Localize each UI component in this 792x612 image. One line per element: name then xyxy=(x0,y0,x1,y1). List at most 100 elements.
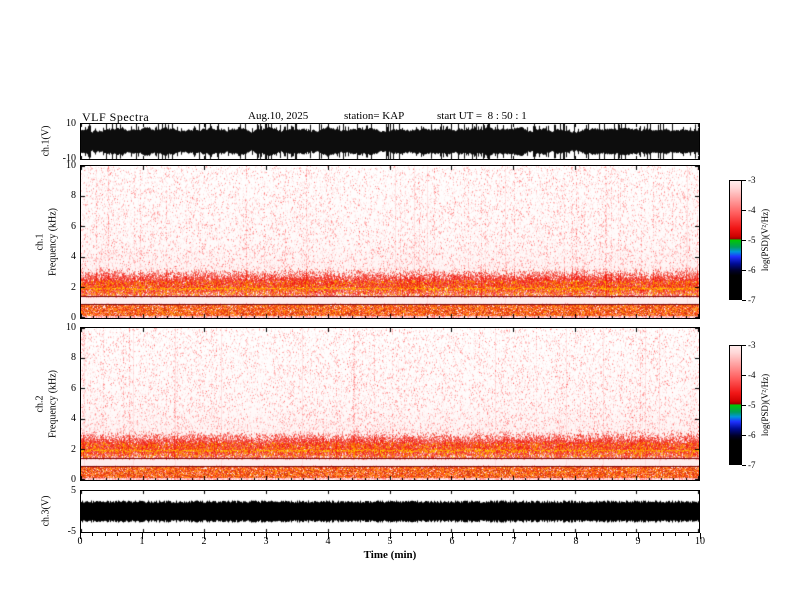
time-tick-mark xyxy=(464,533,466,536)
colorbar-tick-mark xyxy=(742,435,746,436)
ch2-spectrogram-panel xyxy=(80,327,700,481)
time-tick-label: 10 xyxy=(695,536,705,547)
time-tick-mark xyxy=(700,533,701,539)
ch2-spec-ytick-label: 4 xyxy=(71,413,76,425)
time-tick-mark xyxy=(563,533,565,536)
time-tick-mark xyxy=(204,533,205,539)
time-tick-mark xyxy=(129,533,131,536)
time-tick-mark xyxy=(514,533,515,539)
ch2-spec-ytick-label: 2 xyxy=(71,443,76,455)
time-tick-label: 2 xyxy=(201,536,207,547)
time-tick-mark xyxy=(489,533,491,536)
colorbar-tick-mark xyxy=(742,465,746,466)
time-tick-mark xyxy=(501,533,503,536)
time-tick-mark xyxy=(104,533,106,536)
time-tick-mark xyxy=(402,533,404,536)
ch1-spec-ytick-label: 4 xyxy=(71,251,76,263)
ch1-spec-frequency-label: Frequency (kHz) xyxy=(47,207,59,277)
time-tick-mark xyxy=(476,533,478,536)
colorbar-tick-mark xyxy=(742,270,746,271)
ch1-colorbar xyxy=(729,180,742,300)
time-tick-label: 1 xyxy=(139,536,145,547)
time-tick-mark xyxy=(278,533,280,536)
ch1-wave-ytick-label: 10 xyxy=(66,118,76,129)
time-tick-mark xyxy=(551,533,553,536)
time-tick-mark xyxy=(352,533,354,536)
time-tick-mark xyxy=(625,533,627,536)
ch1-spec-channel-label: ch.1 xyxy=(34,233,46,251)
colorbar-tick-label: -6 xyxy=(748,430,756,440)
time-tick-mark xyxy=(328,533,329,539)
colorbar-tick-label: -5 xyxy=(748,235,756,245)
time-tick-mark xyxy=(154,533,156,536)
time-tick-label: 3 xyxy=(263,536,269,547)
ch2-spec-ytick-label: 0 xyxy=(71,474,76,485)
time-tick-mark xyxy=(266,533,267,539)
time-tick-mark xyxy=(228,533,230,536)
ch1-spec-ytick-label: 0 xyxy=(71,312,76,323)
ch1-spectrogram-panel xyxy=(80,165,700,319)
time-tick-label: 7 xyxy=(511,536,517,547)
ch2-colorbar-label: log(PSD)(V²/Hz) xyxy=(760,373,770,437)
ch2-spec-ytick-label: 8 xyxy=(71,352,76,364)
ch2-spec-channel-label: ch.2 xyxy=(34,395,46,413)
time-tick-mark xyxy=(538,533,540,536)
ch1-spec-ytick-label: 8 xyxy=(71,190,76,202)
time-tick-label: 5 xyxy=(387,536,393,547)
ch2-spec-ytick-label: 6 xyxy=(71,382,76,394)
time-tick-mark xyxy=(340,533,342,536)
time-tick-label: 0 xyxy=(77,536,83,547)
ch1-colorbar-label: log(PSD)(V²/Hz) xyxy=(760,208,770,272)
colorbar-tick-mark xyxy=(742,375,746,376)
time-tick-mark xyxy=(675,533,677,536)
time-tick-mark xyxy=(452,533,453,539)
ch1-spec-ytick-label: 6 xyxy=(71,220,76,232)
colorbar-tick-mark xyxy=(742,240,746,241)
ch2-spec-ytick-label: 10 xyxy=(66,322,76,333)
ch2-spec-frequency-label: Frequency (kHz) xyxy=(47,369,59,439)
time-tick-mark xyxy=(216,533,218,536)
colorbar-tick-label: -4 xyxy=(748,370,756,380)
time-tick-mark xyxy=(600,533,602,536)
colorbar-tick-label: -7 xyxy=(748,295,756,305)
colorbar-tick-label: -6 xyxy=(748,265,756,275)
time-tick-mark xyxy=(650,533,652,536)
time-tick-mark xyxy=(191,533,193,536)
time-tick-mark xyxy=(414,533,416,536)
ch1-spec-ytick-label: 2 xyxy=(71,281,76,293)
colorbar-tick-mark xyxy=(742,300,746,301)
figure-title: VLF Spectra xyxy=(82,110,150,124)
colorbar-tick-label: -3 xyxy=(748,175,756,185)
colorbar-tick-mark xyxy=(742,210,746,211)
time-tick-label: 8 xyxy=(573,536,579,547)
time-tick-mark xyxy=(662,533,664,536)
colorbar-tick-mark xyxy=(742,405,746,406)
time-tick-mark xyxy=(92,533,94,536)
ch1-spectrogram-canvas xyxy=(81,166,699,318)
station-label: station= KAP xyxy=(344,110,405,122)
ch1-waveform-canvas xyxy=(81,124,699,159)
time-tick-mark xyxy=(439,533,441,536)
time-tick-mark xyxy=(166,533,168,536)
time-tick-mark xyxy=(179,533,181,536)
colorbar-tick-label: -7 xyxy=(748,460,756,470)
time-tick-mark xyxy=(638,533,639,539)
time-tick-mark xyxy=(526,533,528,536)
colorbar-tick-label: -3 xyxy=(748,340,756,350)
start-ut-label: start UT = 8 : 50 : 1 xyxy=(437,110,527,122)
time-tick-mark xyxy=(241,533,243,536)
time-tick-label: 4 xyxy=(325,536,331,547)
time-tick-mark xyxy=(427,533,429,536)
ch3-wave-ytick-label: 5 xyxy=(71,485,76,496)
time-axis-label: Time (min) xyxy=(363,549,417,561)
ch3-wave-ylabel: ch.3(V) xyxy=(40,495,52,527)
time-tick-mark xyxy=(576,533,577,539)
ch2-spectrogram-canvas xyxy=(81,328,699,480)
ch3-wave-ytick-label: -5 xyxy=(67,526,76,537)
time-tick-mark xyxy=(377,533,379,536)
ch3-waveform-panel xyxy=(80,490,700,533)
colorbar-tick-mark xyxy=(742,180,746,181)
time-tick-label: 6 xyxy=(449,536,455,547)
time-tick-mark xyxy=(303,533,305,536)
